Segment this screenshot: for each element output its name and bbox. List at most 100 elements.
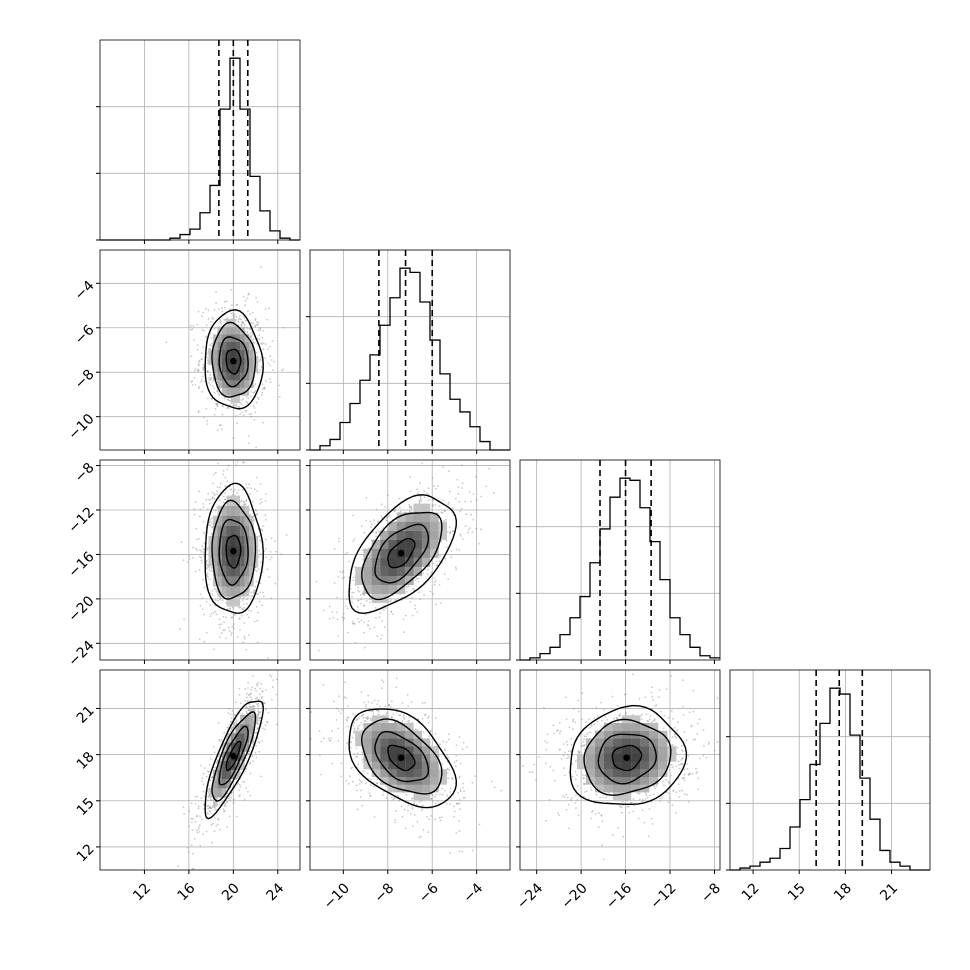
scatter-point (259, 717, 262, 719)
scatter-point (201, 390, 204, 393)
scatter-point (259, 687, 262, 690)
scatter-point (249, 763, 251, 765)
scatter-point (257, 322, 260, 324)
scatter-point (229, 730, 232, 733)
scatter-point (221, 307, 223, 310)
density-block (421, 530, 431, 540)
density-block (421, 512, 431, 522)
scatter-point (231, 625, 234, 628)
density-block (235, 586, 241, 597)
contour-level-4 (204, 700, 264, 820)
scatter-point (248, 413, 251, 416)
pair-frame (99, 249, 301, 451)
scatter-point (220, 801, 223, 804)
scatter-point (461, 482, 464, 485)
scatter-point (233, 623, 235, 626)
scatter-point (233, 613, 236, 616)
scatter-point (448, 490, 451, 493)
density-block (222, 566, 227, 577)
density-block (222, 505, 227, 516)
scatter-point (221, 405, 224, 408)
scatter-point (385, 796, 388, 799)
scatter-point (200, 559, 203, 562)
scatter-point (352, 620, 354, 623)
scatter-point (261, 383, 264, 386)
scatter-point (276, 678, 278, 681)
scatter-point (426, 492, 428, 495)
scatter-point (193, 370, 196, 373)
scatter-point (449, 530, 452, 533)
scatter-point (351, 591, 354, 594)
density-block (235, 395, 241, 404)
scatter-point (434, 504, 437, 506)
scatter-point (432, 499, 435, 501)
scatter-point (419, 481, 421, 484)
scatter-point (270, 359, 273, 361)
scatter-point (240, 403, 243, 406)
scatter-point (246, 712, 248, 715)
scatter-point (356, 589, 359, 592)
scatter-point (479, 528, 482, 531)
density-block (235, 364, 241, 373)
scatter-point (232, 490, 235, 493)
scatter-point (263, 387, 266, 389)
scatter-point (215, 403, 218, 405)
scatter-point (257, 710, 259, 712)
scatter-point (253, 341, 256, 344)
density-block (244, 341, 250, 350)
scatter-point (256, 490, 258, 492)
scatter-point (252, 392, 255, 394)
scatter-point (202, 790, 205, 793)
density-block (231, 364, 236, 373)
scatter-point (464, 525, 467, 528)
scatter-point (224, 802, 226, 805)
scatter-point (260, 498, 262, 500)
scatter-point (376, 778, 379, 781)
scatter-point (250, 591, 253, 594)
density-block (396, 539, 406, 549)
scatter-point (240, 323, 243, 326)
scatter-point (230, 312, 233, 315)
scatter-point (206, 370, 209, 373)
scatter-point (362, 714, 364, 716)
scatter-point (202, 783, 205, 786)
scatter-point (458, 549, 460, 551)
scatter-point (471, 849, 474, 852)
scatter-point (246, 613, 248, 616)
scatter-point (412, 825, 414, 828)
scatter-point (381, 687, 383, 690)
scatter-point (201, 379, 203, 381)
scatter-point (256, 641, 259, 644)
scatter-point (201, 561, 204, 564)
scatter-point (413, 802, 415, 805)
scatter-point (388, 703, 391, 706)
density-block (226, 515, 232, 526)
scatter-point (336, 618, 339, 621)
scatter-point (434, 795, 436, 798)
scatter-point (196, 831, 199, 834)
density-block (396, 521, 406, 531)
scatter-point (216, 403, 219, 406)
scatter-point (209, 377, 212, 380)
scatter-point (416, 729, 419, 731)
scatter-point (364, 720, 367, 723)
scatter-point (217, 393, 220, 395)
scatter-point (238, 606, 241, 609)
density-block (213, 576, 218, 587)
scatter-point (278, 396, 281, 398)
scatter-point (202, 311, 205, 314)
contour-level-1 (225, 534, 242, 569)
density-block (213, 797, 218, 807)
scatter-point (209, 807, 212, 810)
density-block (244, 372, 250, 381)
density-block (231, 395, 236, 404)
density-block (235, 357, 241, 365)
scatter-point (254, 390, 257, 392)
density-block (226, 769, 232, 780)
scatter-point (448, 733, 450, 736)
scatter-point (201, 818, 204, 821)
scatter-point (249, 487, 252, 490)
scatter-point (250, 415, 253, 418)
scatter-point (222, 629, 225, 632)
scatter-point (205, 830, 208, 833)
